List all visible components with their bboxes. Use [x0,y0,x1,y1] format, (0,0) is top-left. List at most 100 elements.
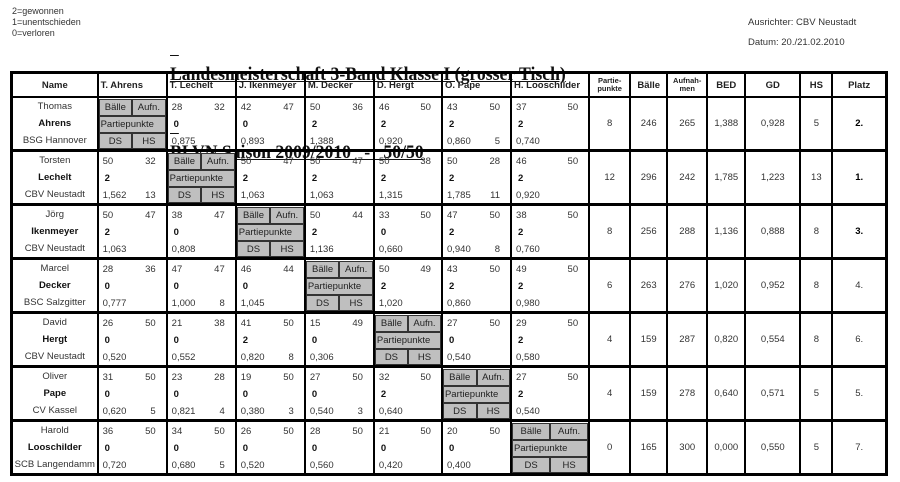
match-high-series [270,457,304,473]
match-cell: 28 32 0 0,875 [165,96,237,152]
match-high-series [408,241,441,257]
match-cell: 50 47 2 1,063 [96,203,168,260]
total-partiepunkte: 12 [588,149,632,206]
match-cell: 33 50 0 0,660 [372,203,443,260]
match-innings: 50 [567,263,579,275]
total-aufnahmen: 287 [666,311,709,368]
match-balls: 50 [309,155,321,167]
match-points: 2 [518,118,524,130]
match-points: 2 [448,118,455,130]
self-balls-label: Bälle [167,152,202,170]
self-cell: Bälle Aufn. Partiepunkte DS HS [234,203,306,260]
self-innings-label: Aufn. [201,152,235,170]
match-average: 0,540 [446,351,471,363]
self-ds-label: DS [236,240,271,257]
match-points: 0 [380,226,387,238]
match-average: 0,540 [516,405,540,417]
self-hs-label: HS [550,456,589,473]
match-high-series [132,241,166,257]
match-cell: 15 49 0 0,306 [303,311,375,368]
match-points: 2 [380,280,387,292]
match-average: 0,920 [378,135,403,147]
match-innings: 50 [145,317,156,329]
match-points: 2 [380,118,387,130]
match-cell: 38 50 2 0,760 [510,203,591,260]
header-bed: BED [706,71,747,98]
match-average: 1,388 [309,135,334,147]
match-innings: 50 [567,209,579,221]
total-partiepunkte: 0 [588,419,632,476]
match-cell: 21 38 0 0,552 [165,311,237,368]
self-points-label: Partiepunkte [98,115,166,133]
match-balls: 32 [378,371,390,383]
match-cell: 23 28 0 0,821 4 [165,365,237,422]
match-innings: 47 [283,155,294,167]
header-opponent: O. Pape [440,71,513,98]
player-club: CBV Neustadt [24,351,85,362]
match-high-series: 8 [219,297,225,309]
header-baelle: Bälle [629,71,669,98]
self-balls-label: Bälle [236,206,271,224]
match-points: 0 [173,118,179,130]
match-cell: 26 50 0 0,520 [96,311,168,368]
match-balls: 19 [240,371,252,383]
match-balls: 26 [102,317,114,329]
match-high-series [201,349,235,365]
self-cell: Bälle Aufn. Partiepunkte DS HS [96,96,168,152]
match-cell: 43 50 2 0,860 5 [440,96,513,152]
match-high-series: 4 [219,405,225,417]
total-baelle: 246 [629,96,669,152]
match-balls: 28 [171,101,183,113]
match-average: 0,400 [446,459,471,471]
match-innings: 50 [283,425,294,437]
total-baelle: 159 [629,311,669,368]
total-platz: 6. [831,311,888,368]
match-innings: 47 [145,209,156,221]
match-innings: 50 [489,317,501,329]
total-aufnahmen: 242 [666,149,709,206]
player-name-cell: David Hergt CBV Neustadt [10,311,99,368]
header-gd: GD [744,71,802,98]
total-gd: 0,554 [744,311,802,368]
match-balls: 50 [378,263,390,275]
match-average: 0,720 [102,459,127,471]
self-balls-label: Bälle [512,422,551,440]
legend-won: 2=gewonnen [12,6,64,16]
match-high-series: 13 [145,189,156,201]
self-points-label: Partiepunkte [442,385,511,403]
player-name-cell: Torsten Lechelt CBV Neustadt [10,149,99,206]
total-baelle: 296 [629,149,669,206]
total-partiepunkte: 6 [588,257,632,314]
match-high-series: 5 [494,135,501,147]
match-balls: 28 [309,425,321,437]
self-points-label: Partiepunkte [236,223,304,241]
match-points: 2 [311,172,318,184]
self-cell: Bälle Aufn. Partiepunkte DS HS [372,311,443,368]
self-points-label: Partiepunkte [374,331,441,349]
match-cell: 34 50 0 0,680 5 [165,419,237,476]
total-baelle: 256 [629,203,669,260]
player-name-cell: Harold Looschilder SCB Langendamm [10,419,99,476]
match-points: 2 [448,280,455,292]
header-name: Name [10,71,99,98]
match-average: 0,620 [102,405,127,417]
match-points: 0 [448,442,455,454]
match-balls: 27 [309,371,321,383]
self-ds-label: DS [442,402,477,419]
total-hs: 5 [799,96,834,152]
match-balls: 37 [516,101,527,113]
match-balls: 28 [102,263,114,275]
match-average: 0,860 [446,297,471,309]
match-average: 1,315 [378,189,403,201]
total-bed: 1,020 [706,257,747,314]
self-ds-label: DS [374,348,408,365]
match-cell: 50 44 2 1,136 [303,203,375,260]
match-points: 2 [518,172,524,184]
match-cell: 42 47 0 0,893 [234,96,306,152]
total-bed: 1,785 [706,149,747,206]
header-opponent: T. Ahrens [96,71,168,98]
match-high-series [550,187,588,203]
match-innings: 47 [214,209,225,221]
match-points: 0 [173,280,179,292]
match-points: 2 [242,334,249,346]
